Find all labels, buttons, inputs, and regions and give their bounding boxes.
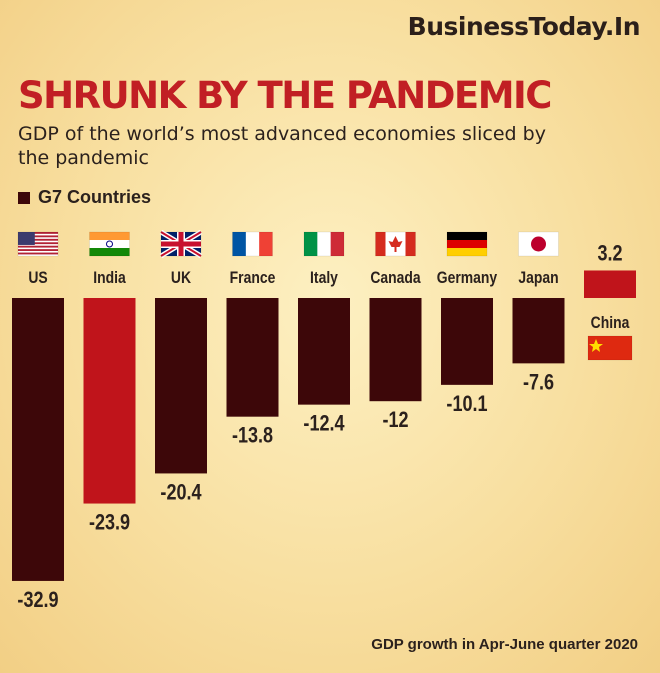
chart-subtitle: GDP of the world’s most advanced economi… (18, 123, 546, 169)
bar-china (584, 270, 636, 298)
canada-flag-icon (375, 231, 416, 257)
japan-flag-icon (518, 231, 559, 257)
france-flag-icon (232, 231, 273, 257)
category-label-canada: Canada (370, 269, 421, 288)
value-label-uk: -20.4 (160, 481, 202, 505)
value-label-india: -23.9 (89, 511, 130, 535)
category-label-uk: UK (171, 269, 192, 288)
category-label-france: France (230, 269, 276, 288)
category-label-us: US (28, 269, 47, 288)
value-label-france: -13.8 (232, 424, 273, 448)
value-label-china: 3.2 (597, 242, 622, 266)
legend-swatch-g7 (18, 191, 30, 204)
value-label-japan: -7.6 (523, 371, 554, 395)
italy-flag-icon (303, 231, 345, 257)
bar-canada (369, 298, 422, 402)
bar-uk (155, 298, 207, 474)
bar-us (12, 298, 64, 581)
bar-japan (512, 298, 565, 364)
india-flag-icon (89, 231, 130, 257)
bar-germany (441, 298, 493, 385)
bar-india (83, 298, 136, 504)
bar-italy (298, 298, 350, 405)
category-label-italy: Italy (310, 269, 338, 288)
value-label-italy: -12.4 (303, 412, 345, 436)
us-flag-icon (17, 231, 59, 257)
germany-flag-icon (446, 231, 488, 257)
value-label-us: -32.9 (17, 588, 58, 612)
chart-title: SHRUNK BY THE PANDEMIC (18, 74, 552, 117)
uk-flag-icon (159, 229, 203, 259)
category-label-india: India (93, 269, 126, 288)
value-label-germany: -10.1 (446, 392, 487, 416)
category-label-china: China (591, 314, 630, 333)
value-label-canada: -12 (382, 409, 408, 433)
brand-logo: BusinessToday.In (407, 12, 641, 41)
category-label-japan: Japan (518, 269, 558, 288)
legend: G7 Countries (18, 187, 151, 208)
category-label-germany: Germany (437, 269, 498, 288)
footnote: GDP growth in Apr-June quarter 2020 (371, 636, 638, 653)
legend-label: G7 Countries (38, 187, 152, 207)
china-flag-icon (587, 335, 633, 361)
bar-france (226, 298, 279, 417)
